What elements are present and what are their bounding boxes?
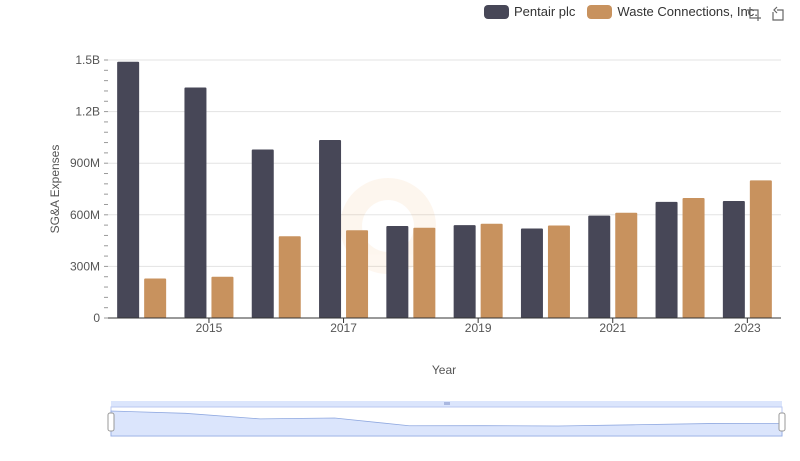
y-tick-label: 1.5B [75, 53, 100, 67]
bar-pentair-2016 [251, 149, 274, 318]
y-axis: 0 300M 600M 900M 1.2B 1.5B [70, 53, 108, 325]
bar-waste-connections-2020 [547, 225, 570, 318]
legend-item-waste-connections[interactable]: Waste Connections, Inc. [587, 4, 758, 19]
x-axis: 2015 2017 2019 2021 2023 [108, 317, 781, 335]
bar-pentair-2022 [655, 201, 678, 318]
bar-pentair-2015 [184, 87, 207, 319]
restore-icon[interactable] [770, 6, 786, 22]
bar-waste-connections-2018 [413, 227, 436, 318]
toolbox [746, 6, 786, 22]
data-zoom-slider[interactable] [107, 401, 786, 437]
y-tick-label: 0 [93, 311, 100, 325]
legend-item-pentair[interactable]: Pentair plc [484, 4, 575, 19]
bars [117, 61, 772, 319]
zoom-drag-grip [444, 402, 450, 405]
bar-waste-connections-2017 [346, 230, 369, 318]
legend-label-pentair: Pentair plc [514, 4, 576, 19]
bar-waste-connections-2015 [211, 276, 234, 318]
bar-waste-connections-2014 [144, 278, 167, 318]
zoom-handle-left [107, 412, 115, 432]
legend-swatch-waste-connections [587, 4, 613, 19]
y-tick-label: 900M [70, 156, 100, 170]
y-tick-label: 600M [70, 208, 100, 222]
zoom-select-icon[interactable] [746, 6, 762, 22]
legend-swatch-pentair [484, 4, 509, 19]
bar-waste-connections-2021 [615, 212, 638, 318]
x-axis-label: Year [432, 363, 456, 377]
bar-pentair-2014 [117, 61, 140, 318]
bar-waste-connections-2023 [749, 180, 772, 318]
zoom-handle-right [778, 412, 786, 432]
bar-pentair-2018 [386, 225, 409, 318]
x-tick-label: 2017 [330, 321, 357, 335]
x-tick-label: 2021 [599, 321, 626, 335]
bar-pentair-2017 [319, 139, 342, 318]
x-tick-label: 2023 [734, 321, 761, 335]
bar-pentair-2023 [722, 201, 745, 318]
legend-label-waste-connections: Waste Connections, Inc. [617, 4, 758, 19]
bar-pentair-2020 [520, 228, 543, 318]
legend: Pentair plc Waste Connections, Inc. [484, 4, 758, 19]
bar-waste-connections-2019 [480, 223, 503, 318]
y-tick-label: 1.2B [75, 105, 100, 119]
bar-waste-connections-2022 [682, 197, 705, 318]
bar-waste-connections-2016 [278, 236, 301, 318]
x-tick-label: 2019 [465, 321, 492, 335]
y-tick-label: 300M [70, 259, 100, 273]
x-tick-label: 2015 [196, 321, 223, 335]
bar-pentair-2021 [588, 215, 611, 318]
bar-pentair-2019 [453, 225, 476, 318]
grid-lines [108, 59, 781, 267]
y-axis-label: SG&A Expenses [48, 145, 62, 234]
